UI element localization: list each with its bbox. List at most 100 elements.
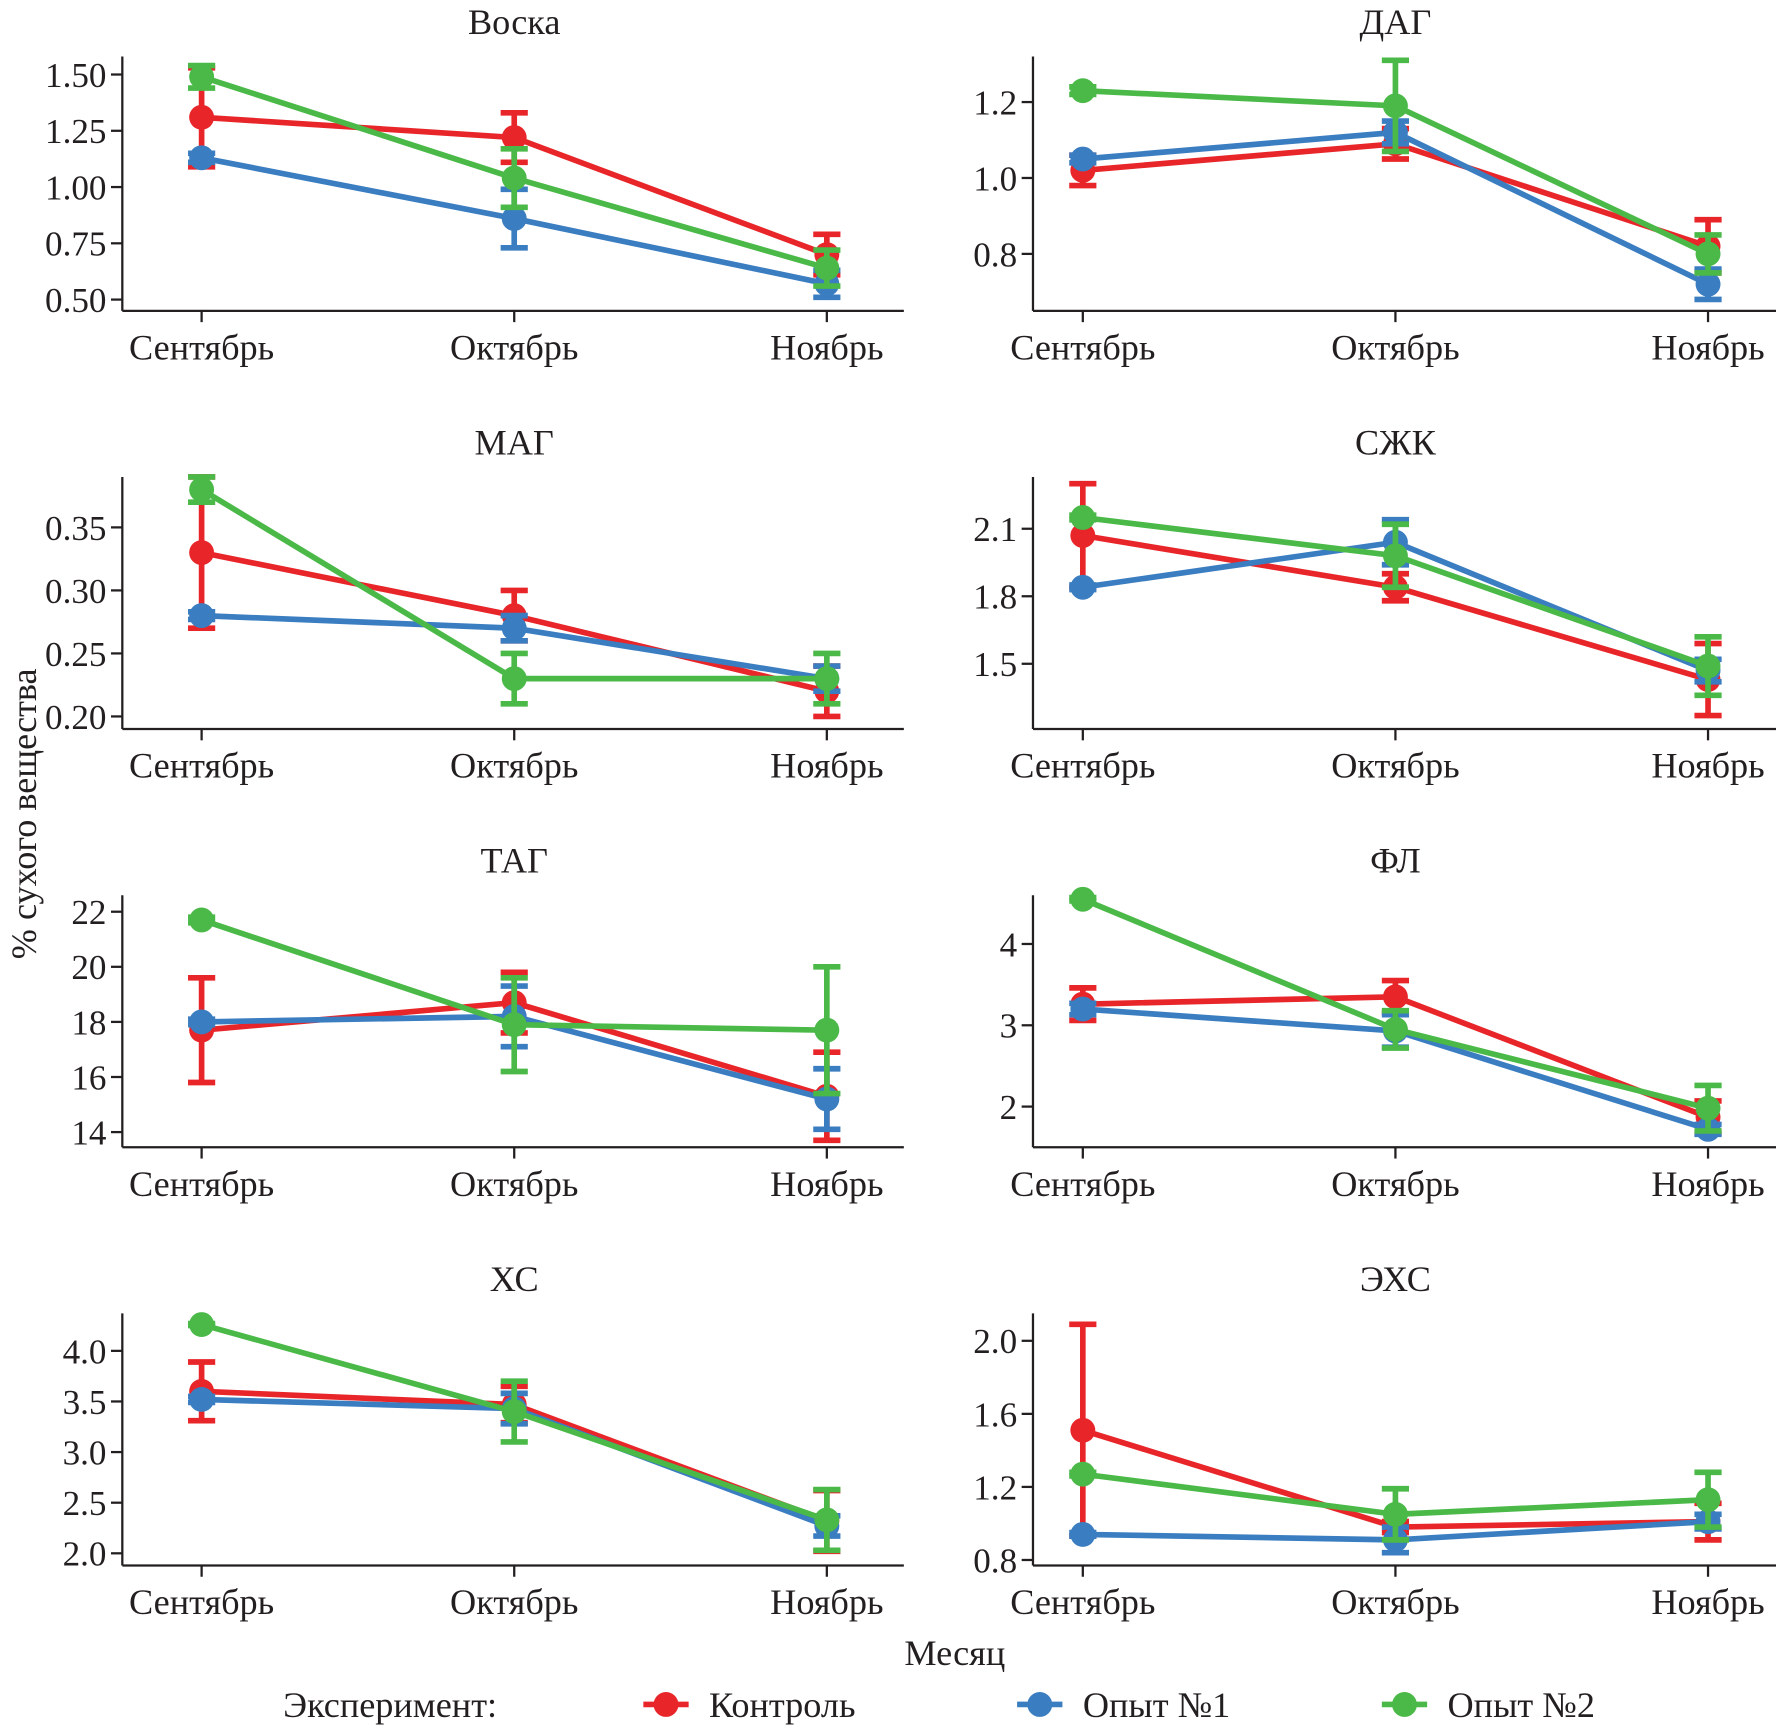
marker [501, 206, 527, 231]
marker [1382, 1016, 1408, 1042]
y-tick-label: 1.2 [973, 84, 1017, 123]
y-tick-label: 2.0 [63, 1535, 107, 1574]
marker [1070, 996, 1096, 1022]
marker [1070, 146, 1096, 172]
x-tick-label: Октябрь [1331, 1582, 1459, 1622]
y-tick-label: 2.0 [973, 1322, 1017, 1361]
marker [1695, 241, 1721, 267]
x-tick-label: Ноябрь [1651, 1582, 1764, 1622]
legend-title: Эксперимент: [283, 1685, 497, 1725]
marker [189, 540, 215, 566]
x-tick-label: Ноябрь [1651, 1164, 1764, 1204]
x-tick-label: Ноябрь [770, 1582, 883, 1622]
x-tick-label: Ноябрь [770, 327, 883, 367]
x-tick-label: Сентябрь [1010, 1582, 1155, 1622]
marker [1070, 1521, 1096, 1547]
legend-label: Контроль [709, 1685, 855, 1725]
y-tick-label: 1.25 [45, 112, 106, 151]
marker [1070, 505, 1096, 530]
x-tick-label: Сентябрь [1010, 1164, 1155, 1204]
y-tick-label: 0.25 [45, 635, 106, 674]
marker [189, 145, 215, 171]
y-tick-label: 0.50 [45, 281, 106, 320]
marker [189, 64, 215, 90]
marker [1070, 1417, 1096, 1443]
x-tick-label: Сентябрь [129, 1582, 274, 1622]
y-tick-label: 0.75 [45, 225, 106, 264]
panel-title: ЭХС [1360, 1259, 1431, 1299]
legend-label: Опыт №1 [1083, 1685, 1230, 1725]
x-tick-label: Сентябрь [129, 327, 274, 367]
marker [189, 1009, 215, 1035]
marker [1695, 653, 1721, 679]
x-tick-label: Ноябрь [1651, 327, 1764, 367]
y-tick-label: 0.30 [45, 572, 106, 611]
marker [189, 907, 215, 933]
marker [189, 1312, 215, 1337]
marker [1070, 1461, 1096, 1487]
y-tick-label: 3 [1000, 1007, 1018, 1046]
legend-marker [653, 1692, 679, 1717]
marker [501, 1399, 527, 1425]
marker [1070, 574, 1096, 600]
marker [501, 165, 527, 191]
x-tick-label: Октябрь [450, 327, 578, 367]
marker [1382, 93, 1408, 119]
x-tick-label: Октябрь [450, 1582, 578, 1622]
y-tick-label: 22 [71, 893, 106, 932]
x-tick-label: Октябрь [1331, 327, 1459, 367]
y-tick-label: 1.50 [45, 56, 106, 95]
panel-title: ТАГ [481, 841, 548, 881]
y-tick-label: 16 [71, 1058, 106, 1097]
y-tick-label: 0.8 [973, 1541, 1017, 1580]
y-tick-label: 4 [1000, 925, 1018, 964]
marker [1070, 523, 1096, 548]
marker [501, 615, 527, 641]
marker [189, 1387, 215, 1412]
x-tick-label: Ноябрь [770, 746, 883, 786]
x-tick-label: Ноябрь [1651, 746, 1764, 786]
y-tick-label: 1.0 [973, 159, 1017, 198]
marker [814, 255, 840, 281]
legend-marker [1027, 1692, 1053, 1717]
marker [814, 666, 840, 692]
legend-label: Опыт №2 [1448, 1685, 1595, 1725]
marker [189, 603, 215, 629]
panel-title: ХС [490, 1259, 539, 1299]
marker [1382, 1501, 1408, 1527]
y-tick-label: 1.8 [973, 578, 1017, 617]
y-tick-label: 4.0 [63, 1332, 107, 1371]
marker [1382, 984, 1408, 1010]
marker [814, 1507, 840, 1533]
marker [501, 125, 527, 150]
x-tick-label: Октябрь [450, 746, 578, 786]
y-tick-label: 0.20 [45, 698, 106, 737]
y-tick-label: 1.00 [45, 169, 106, 208]
series-line [200, 487, 827, 682]
panel-title: Воска [468, 2, 560, 42]
marker [1070, 886, 1096, 912]
x-tick-label: Октябрь [1331, 746, 1459, 786]
x-tick-label: Октябрь [450, 1164, 578, 1204]
legend-marker [1392, 1692, 1417, 1717]
x-tick-label: Сентябрь [1010, 746, 1155, 786]
y-tick-label: 1.6 [973, 1395, 1017, 1434]
y-tick-label: 0.8 [973, 235, 1017, 274]
marker [1695, 1095, 1721, 1121]
x-tick-label: Ноябрь [770, 1164, 883, 1204]
marker [501, 1012, 527, 1038]
y-tick-label: 18 [71, 1003, 106, 1042]
y-tick-label: 3.5 [63, 1383, 107, 1422]
x-tick-label: Октябрь [1331, 1164, 1459, 1204]
marker [814, 1017, 840, 1043]
panel-title: ДАГ [1360, 2, 1432, 42]
marker [189, 104, 215, 130]
x-tick-label: Сентябрь [1010, 327, 1155, 367]
marker [1695, 271, 1721, 297]
panel-title: МАГ [475, 422, 554, 462]
x-tick-label: Сентябрь [129, 746, 274, 786]
marker [1695, 1487, 1721, 1513]
panel-title: ФЛ [1370, 841, 1420, 881]
y-tick-label: 3.0 [63, 1434, 107, 1473]
